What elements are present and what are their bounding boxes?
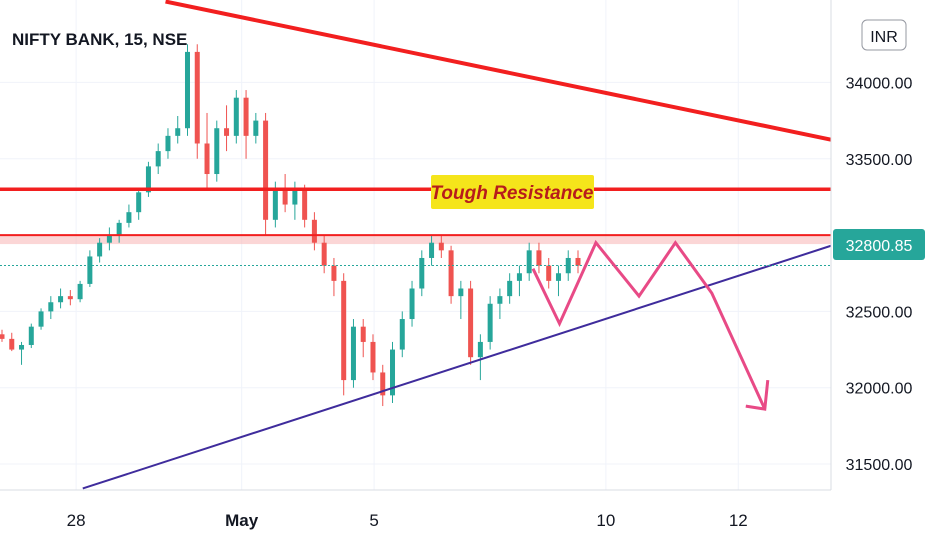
trend-lines xyxy=(0,0,832,490)
candle-body xyxy=(77,283,83,300)
time-tick-label: 12 xyxy=(729,511,748,530)
candle-body xyxy=(575,257,581,266)
currency-button[interactable]: INR xyxy=(861,19,907,51)
candle-body xyxy=(67,296,73,300)
candle-body xyxy=(536,250,542,266)
candle-body xyxy=(507,280,513,297)
candle-body xyxy=(184,51,190,129)
candle-body xyxy=(28,326,34,345)
candle-body xyxy=(97,242,103,257)
projected-zigzag-path xyxy=(531,239,767,410)
projection-arrowhead-icon xyxy=(745,379,770,411)
candle-body xyxy=(243,97,249,136)
candle-body xyxy=(370,341,376,373)
candle-body xyxy=(341,280,347,381)
candle-body xyxy=(458,288,464,297)
price-tick-label: 33500.00 xyxy=(846,152,913,169)
candle-body xyxy=(380,372,386,396)
candle-body xyxy=(438,242,444,251)
candle-body xyxy=(263,120,269,220)
price-tick-label: 32500.00 xyxy=(846,304,913,321)
rising-support-line xyxy=(82,244,832,490)
candle-body xyxy=(546,265,552,281)
currency-button-label[interactable]: INR xyxy=(870,29,898,46)
candle-body xyxy=(155,151,161,167)
candle-body xyxy=(468,288,474,358)
candle-body xyxy=(224,128,230,136)
last-price-value: 32800.85 xyxy=(846,238,913,255)
annotation-background xyxy=(431,175,594,209)
candle-body xyxy=(233,97,239,136)
candle-body xyxy=(477,341,483,358)
resistance-zone-highlight xyxy=(0,235,831,245)
candle-body xyxy=(214,128,220,175)
candle-body xyxy=(165,135,171,152)
candle-body xyxy=(272,189,278,220)
candle-body xyxy=(409,288,415,320)
candle-body xyxy=(360,326,366,342)
candle-body xyxy=(136,192,142,213)
last-price-badge: 32800.85 xyxy=(833,229,925,260)
candle-body xyxy=(350,326,356,381)
candle-body xyxy=(311,219,317,243)
candle-body xyxy=(497,296,503,304)
candle-body xyxy=(429,242,435,258)
candle-body xyxy=(116,222,122,236)
candle-body xyxy=(58,296,64,303)
currency-button-frame[interactable] xyxy=(861,19,907,51)
candle-body xyxy=(145,166,151,193)
candlestick-series xyxy=(0,44,581,407)
time-tick-label: 28 xyxy=(67,511,86,530)
candle-body xyxy=(302,189,308,220)
tough-resistance-label: Tough Resistance xyxy=(431,175,594,209)
candle-body xyxy=(175,128,181,136)
candle-body xyxy=(419,257,425,289)
candle-body xyxy=(48,302,54,312)
candle-body xyxy=(321,242,327,266)
candle-body xyxy=(487,303,493,342)
candle-body xyxy=(204,143,210,175)
price-axis-background xyxy=(831,0,932,550)
candle-body xyxy=(87,256,93,284)
candle-body xyxy=(390,349,396,396)
candle-body xyxy=(448,250,454,297)
candle-body xyxy=(292,189,298,205)
candle-body xyxy=(38,311,44,327)
candle-body xyxy=(0,334,5,339)
candle-body xyxy=(9,338,15,350)
candle-body xyxy=(19,344,25,350)
time-tick-label: 5 xyxy=(369,511,378,530)
candle-body xyxy=(399,319,405,350)
annotation-text: Tough Resistance xyxy=(431,183,594,204)
price-tick-label: 31500.00 xyxy=(846,457,913,474)
last-price-badge-background xyxy=(833,229,925,260)
downtrend-resistance-line xyxy=(165,0,832,142)
chart-grid xyxy=(0,0,831,490)
candle-body xyxy=(331,265,337,281)
price-tick-label: 32000.00 xyxy=(846,381,913,398)
candle-body xyxy=(526,250,532,274)
candle-body xyxy=(126,212,132,223)
time-tick-label: May xyxy=(225,511,259,530)
symbol-title[interactable]: NIFTY BANK, 15, NSE xyxy=(12,30,187,49)
candle-body xyxy=(253,120,259,136)
candle-body xyxy=(282,189,288,205)
time-axis[interactable]: 28 May 5 10 12 xyxy=(67,511,748,530)
candle-body xyxy=(555,273,561,281)
candle-body xyxy=(194,51,200,144)
time-axis-background xyxy=(0,490,831,550)
candle-body xyxy=(516,273,522,281)
time-tick-label: 10 xyxy=(596,511,615,530)
candle-body xyxy=(106,235,112,243)
price-tick-label: 34000.00 xyxy=(846,75,913,92)
